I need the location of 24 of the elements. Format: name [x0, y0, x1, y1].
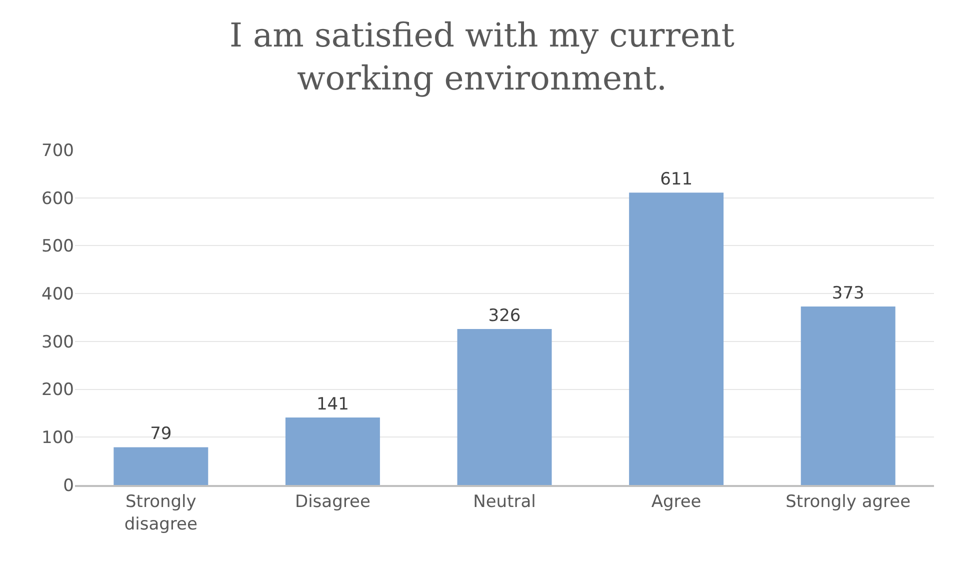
x-tick-label: Strongly disagree	[124, 492, 198, 534]
data-label: 141	[316, 394, 349, 415]
bar	[114, 447, 208, 485]
bar	[285, 418, 380, 485]
y-tick-label: 400	[42, 284, 74, 305]
chart-title: I am satisfied with my current working environment.	[229, 15, 735, 98]
y-tick-label: 300	[42, 332, 74, 352]
y-tick-label: 0	[63, 476, 74, 496]
y-tick-label: 500	[42, 236, 74, 257]
y-tick-label: 200	[42, 380, 74, 400]
data-label: 611	[660, 170, 693, 190]
y-tick-label: 600	[42, 188, 74, 209]
x-tick-label: Agree	[651, 492, 702, 512]
data-label: 373	[832, 283, 864, 304]
y-tick-label: 700	[42, 140, 74, 161]
x-tick-label: Neutral	[473, 492, 536, 512]
x-tick-label: Disagree	[294, 492, 370, 512]
bar	[457, 328, 552, 485]
x-tick-label: Strongly agree	[786, 492, 911, 512]
data-label: 79	[150, 424, 172, 444]
data-label: 326	[488, 306, 521, 326]
bar	[800, 306, 896, 485]
bar	[629, 192, 724, 485]
y-tick-label: 100	[42, 428, 74, 448]
